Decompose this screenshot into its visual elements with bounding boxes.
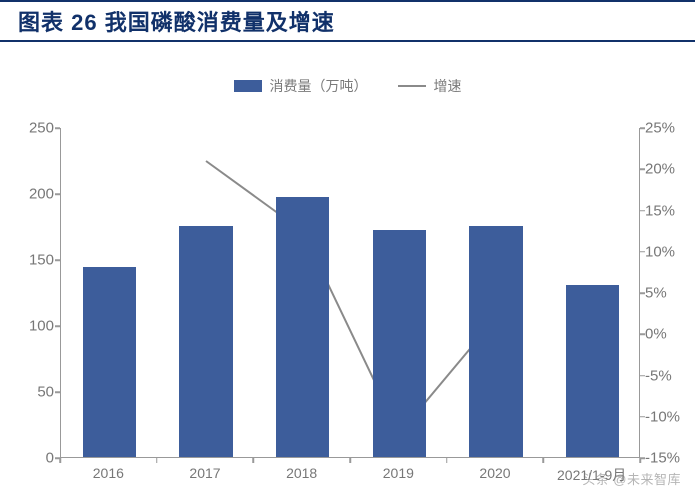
y-right-tick-label: 25% bbox=[645, 120, 695, 137]
x-tick bbox=[59, 458, 61, 463]
x-tick bbox=[156, 458, 158, 463]
plot-region bbox=[60, 128, 640, 458]
bar bbox=[566, 285, 619, 457]
legend-label-consumption: 消费量（万吨） bbox=[270, 76, 368, 96]
y-left-tick-label: 150 bbox=[0, 252, 54, 269]
legend-item-consumption: 消费量（万吨） bbox=[234, 76, 368, 96]
x-tick bbox=[253, 458, 255, 463]
y-left-tick-label: 100 bbox=[0, 318, 54, 335]
y-left-tick-label: 50 bbox=[0, 384, 54, 401]
watermark: 头条 @未来智库 bbox=[582, 469, 681, 488]
bar bbox=[373, 230, 426, 457]
legend: 消费量（万吨） 增速 bbox=[0, 76, 695, 96]
x-tick-label: 2018 bbox=[286, 465, 317, 481]
chart-title: 图表 26 我国磷酸消费量及增速 bbox=[18, 5, 335, 37]
y-right-tick-label: 15% bbox=[645, 202, 695, 219]
x-tick bbox=[543, 458, 545, 463]
y-right-tick-label: -10% bbox=[645, 408, 695, 425]
y-right-tick-label: 0% bbox=[645, 326, 695, 343]
y-right-tick-label: 5% bbox=[645, 285, 695, 302]
y-right-tick-label: -5% bbox=[645, 367, 695, 384]
y-right-tick-label: 10% bbox=[645, 243, 695, 260]
bar bbox=[179, 226, 232, 457]
x-tick bbox=[446, 458, 448, 463]
x-tick-label: 2017 bbox=[189, 465, 220, 481]
y-left-tick-label: 250 bbox=[0, 120, 54, 137]
x-tick bbox=[639, 458, 641, 463]
y-right-tick-label: 20% bbox=[645, 161, 695, 178]
x-tick-label: 2016 bbox=[93, 465, 124, 481]
bar bbox=[83, 267, 136, 457]
legend-swatch-bar bbox=[234, 80, 262, 92]
x-tick-label: 2020 bbox=[479, 465, 510, 481]
y-left-tick-label: 0 bbox=[0, 450, 54, 467]
growth-polyline bbox=[206, 161, 496, 433]
growth-line bbox=[61, 128, 641, 458]
x-tick bbox=[349, 458, 351, 463]
x-tick-label: 2019 bbox=[383, 465, 414, 481]
chart-area: 消费量（万吨） 增速 0 50 100 150 200 250 -15% -10% -5% 0%… bbox=[0, 42, 695, 502]
legend-label-growth: 增速 bbox=[434, 76, 462, 96]
y-left-tick-label: 200 bbox=[0, 186, 54, 203]
y-right-tick-label: -15% bbox=[645, 450, 695, 467]
bar bbox=[276, 197, 329, 457]
legend-item-growth: 增速 bbox=[398, 76, 462, 96]
chart-title-bar: 图表 26 我国磷酸消费量及增速 bbox=[0, 0, 695, 42]
legend-swatch-line bbox=[398, 85, 426, 87]
bar bbox=[469, 226, 522, 457]
